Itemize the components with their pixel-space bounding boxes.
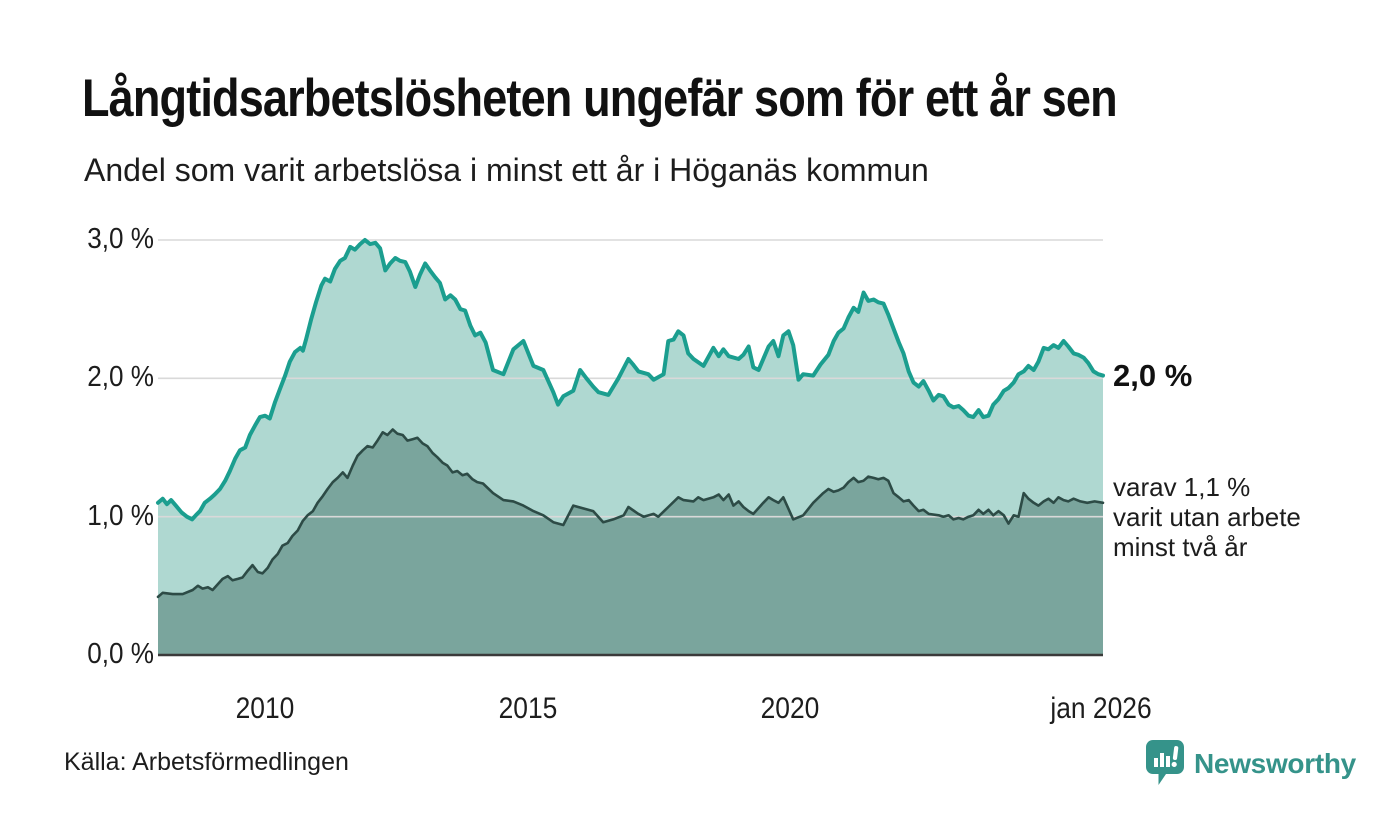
secondary-value-line-3: minst två år	[1113, 532, 1248, 562]
newsworthy-logo: Newsworthy	[1146, 740, 1356, 787]
area-fill-two-years	[158, 429, 1103, 655]
y-axis-tick-1: 1,0 %	[87, 500, 154, 532]
x-axis-tick-2010: 2010	[235, 692, 295, 725]
end-value-label: 2,0 %	[1113, 358, 1193, 393]
line-one-year	[156, 238, 1105, 522]
source-note: Källa: Arbetsförmedlingen	[64, 748, 349, 776]
x-axis-tick-2015: 2015	[498, 692, 558, 725]
page-subtitle: Andel som varit arbetslösa i minst ett å…	[84, 152, 929, 188]
secondary-value-line-1: varav 1,1 %	[1113, 472, 1251, 502]
secondary-value-line-2: varit utan arbete	[1113, 502, 1301, 532]
secondary-value-label: varav 1,1 % varit utan arbete minst två …	[1113, 472, 1301, 562]
page-title: Långtidsarbetslösheten ungefär som för e…	[82, 69, 1118, 128]
y-axis-tick-3: 3,0 %	[87, 223, 154, 255]
y-axis-tick-0: 0,0 %	[87, 638, 154, 670]
y-axis-tick-2: 2,0 %	[87, 361, 154, 393]
x-axis-tick-jan-2026: jan 2026	[1050, 692, 1152, 725]
newsworthy-bubble-icon	[1146, 740, 1184, 785]
x-axis-tick-2020: 2020	[760, 692, 820, 725]
newsworthy-wordmark: Newsworthy	[1194, 747, 1356, 779]
line-two-years	[156, 428, 1105, 599]
